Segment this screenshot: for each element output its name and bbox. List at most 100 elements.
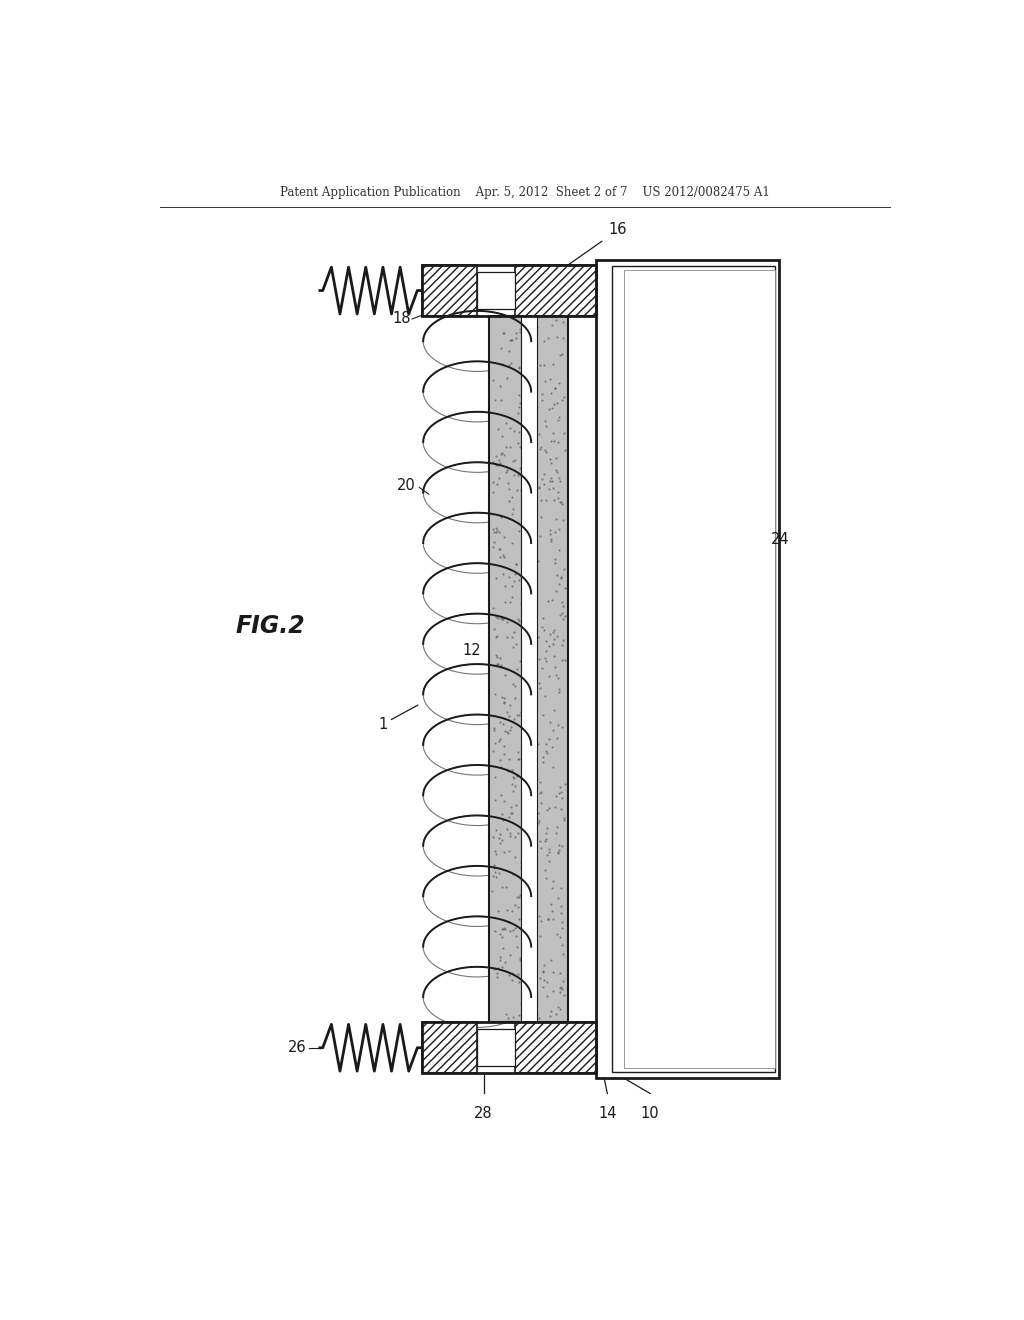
Point <box>506 465 522 486</box>
Polygon shape <box>624 271 775 1068</box>
Point <box>552 999 568 1020</box>
Point <box>487 606 504 627</box>
Point <box>492 539 508 560</box>
Point <box>527 898 544 919</box>
Point <box>520 952 537 973</box>
Point <box>518 407 535 428</box>
Polygon shape <box>515 1022 596 1073</box>
Point <box>492 546 508 568</box>
Point <box>552 605 568 626</box>
Point <box>531 648 548 669</box>
Point <box>522 704 539 725</box>
Point <box>518 847 535 869</box>
Point <box>532 837 549 858</box>
Point <box>490 863 507 884</box>
Point <box>497 664 513 685</box>
Point <box>488 521 505 543</box>
Point <box>507 895 523 916</box>
Point <box>551 372 567 393</box>
Point <box>507 917 523 939</box>
Point <box>512 437 528 458</box>
Point <box>514 612 530 634</box>
Point <box>493 824 509 845</box>
Point <box>485 958 502 979</box>
Point <box>495 322 511 343</box>
Point <box>538 441 554 462</box>
Point <box>497 952 513 973</box>
Point <box>556 606 572 627</box>
Point <box>541 399 557 420</box>
Point <box>530 627 547 648</box>
Point <box>502 719 518 741</box>
Point <box>542 524 558 545</box>
Point <box>535 607 551 628</box>
Point <box>528 590 545 611</box>
Point <box>487 843 504 865</box>
Point <box>487 644 504 665</box>
Point <box>522 566 539 587</box>
Point <box>539 986 555 1007</box>
Point <box>532 771 549 792</box>
Point <box>534 437 550 458</box>
Point <box>502 436 518 457</box>
Point <box>506 768 522 789</box>
Point <box>508 634 524 655</box>
Point <box>518 734 535 755</box>
Point <box>505 920 521 941</box>
Point <box>512 701 528 722</box>
Point <box>553 566 569 587</box>
Point <box>543 520 559 541</box>
Text: FIG.2: FIG.2 <box>236 614 305 638</box>
Point <box>536 705 552 726</box>
Point <box>508 327 524 348</box>
Point <box>528 396 545 417</box>
Point <box>522 906 539 927</box>
Point <box>505 780 521 801</box>
Point <box>545 422 561 444</box>
Point <box>484 880 501 902</box>
Point <box>553 343 569 364</box>
Polygon shape <box>612 267 775 1072</box>
Point <box>550 409 566 430</box>
Point <box>512 318 528 339</box>
Point <box>545 478 561 499</box>
Point <box>549 326 565 347</box>
Point <box>512 948 528 969</box>
Point <box>507 564 523 585</box>
Point <box>530 477 547 498</box>
Point <box>528 317 545 338</box>
Point <box>502 944 518 965</box>
Point <box>541 636 557 657</box>
Point <box>552 927 568 948</box>
Point <box>509 937 525 958</box>
Point <box>503 330 519 351</box>
Point <box>538 440 554 461</box>
Point <box>552 978 568 999</box>
Point <box>543 949 559 970</box>
Point <box>554 635 570 656</box>
Point <box>520 346 537 367</box>
Point <box>484 370 501 391</box>
Point <box>499 702 515 723</box>
Point <box>493 756 509 777</box>
Point <box>504 503 520 524</box>
Point <box>493 607 509 628</box>
Point <box>515 663 531 684</box>
Point <box>509 479 525 500</box>
Point <box>520 763 537 784</box>
Point <box>530 1007 547 1028</box>
Polygon shape <box>477 1030 515 1067</box>
Point <box>531 810 548 832</box>
Point <box>549 462 565 483</box>
Point <box>498 461 514 482</box>
Point <box>528 372 545 393</box>
Point <box>539 867 555 888</box>
Point <box>550 887 566 908</box>
Point <box>488 445 505 466</box>
Point <box>515 734 531 755</box>
Point <box>517 445 534 466</box>
Point <box>531 677 548 698</box>
Point <box>519 495 536 516</box>
Point <box>492 711 508 733</box>
Point <box>528 808 545 829</box>
